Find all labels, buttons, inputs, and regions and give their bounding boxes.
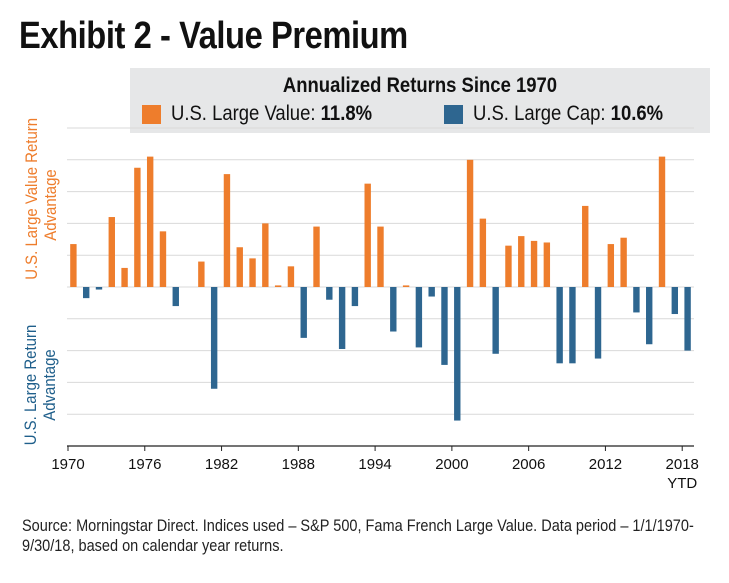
bar-2000 [454,287,461,421]
bar-1983 [236,247,243,287]
bar-2005 [518,236,525,287]
x-tick-label-2012: 2012 [589,456,622,473]
legend-item-large-value: U.S. Large Value: 11.8% [142,102,399,126]
bar-1984 [249,258,256,287]
x-tick-label-1988: 1988 [282,456,315,473]
x-tick-sublabel-ytd: YTD [667,475,697,492]
bar-1988 [300,287,307,338]
bar-1977 [159,231,167,287]
x-tick-label-1994: 1994 [358,456,391,473]
bar-1982 [223,174,231,287]
legend: Annualized Returns Since 1970 U.S. Large… [130,68,710,133]
bar-1998 [428,287,435,297]
bar-2018 [684,287,691,351]
x-tick-label-1970: 1970 [51,456,84,473]
bar-2002 [479,218,487,287]
bar-1992 [351,287,359,307]
legend-item-large-cap: U.S. Large Cap: 10.6% [444,102,689,126]
x-tick-label-2000: 2000 [435,456,468,473]
x-axis-ticks: 1970 1976 1982 1988 1994 2000 2006 2012 2018 YTD [51,446,699,492]
x-tick-label-2018: 2018 [666,456,699,473]
chart-title: Exhibit 2 - Value Premium [19,15,408,57]
bar-1996 [402,285,410,287]
bar-1991 [338,287,346,350]
bar-1978 [172,287,179,307]
source-note: Source: Morningstar Direct. Indices used… [22,517,694,555]
bar-2006 [530,240,538,287]
bar-1994 [377,226,384,287]
bar-1986 [274,285,282,287]
bar-2017 [671,287,679,315]
bar-1997 [415,287,423,348]
bar-1995 [390,287,397,332]
legend-title: Annualized Returns Since 1970 [282,74,558,97]
bar-1989 [313,226,320,287]
bars [70,156,691,421]
bar-2012 [607,244,615,287]
legend-text-large-cap: U.S. Large Cap: 10.6% [473,102,664,125]
bar-2008 [556,287,563,364]
bar-2009 [569,287,576,364]
bar-2015 [646,287,653,345]
bar-1974 [121,267,128,287]
bar-2011 [594,287,602,359]
bar-chart: 1970 1976 1982 1988 1994 2000 2006 2012 2018 YTD [51,127,699,492]
bar-1985 [262,223,269,287]
bar-1987 [287,266,295,287]
bar-2003 [492,287,499,354]
bar-1993 [364,183,371,287]
legend-text-large-value: U.S. Large Value: 11.8% [171,102,373,125]
x-tick-label-1982: 1982 [205,456,238,473]
bar-2007 [543,242,551,287]
bar-2016 [658,156,666,287]
bar-1990 [326,287,333,300]
legend-swatch-large-cap [444,104,463,124]
bar-2014 [633,287,640,313]
bar-2010 [582,205,589,287]
bar-1999 [441,287,448,365]
bar-2001 [466,159,474,287]
bar-2004 [505,245,512,287]
legend-swatch-large-value [142,104,161,124]
bar-1972 [95,287,103,290]
bar-1980 [198,261,205,287]
bar-1976 [146,156,154,287]
bar-1971 [82,287,90,299]
bar-1975 [134,167,141,287]
bar-1973 [108,217,115,287]
x-tick-label-1976: 1976 [128,456,161,473]
x-tick-label-2006: 2006 [512,456,545,473]
bar-1970 [70,244,77,287]
bar-2013 [620,237,627,287]
bar-1981 [210,287,218,389]
